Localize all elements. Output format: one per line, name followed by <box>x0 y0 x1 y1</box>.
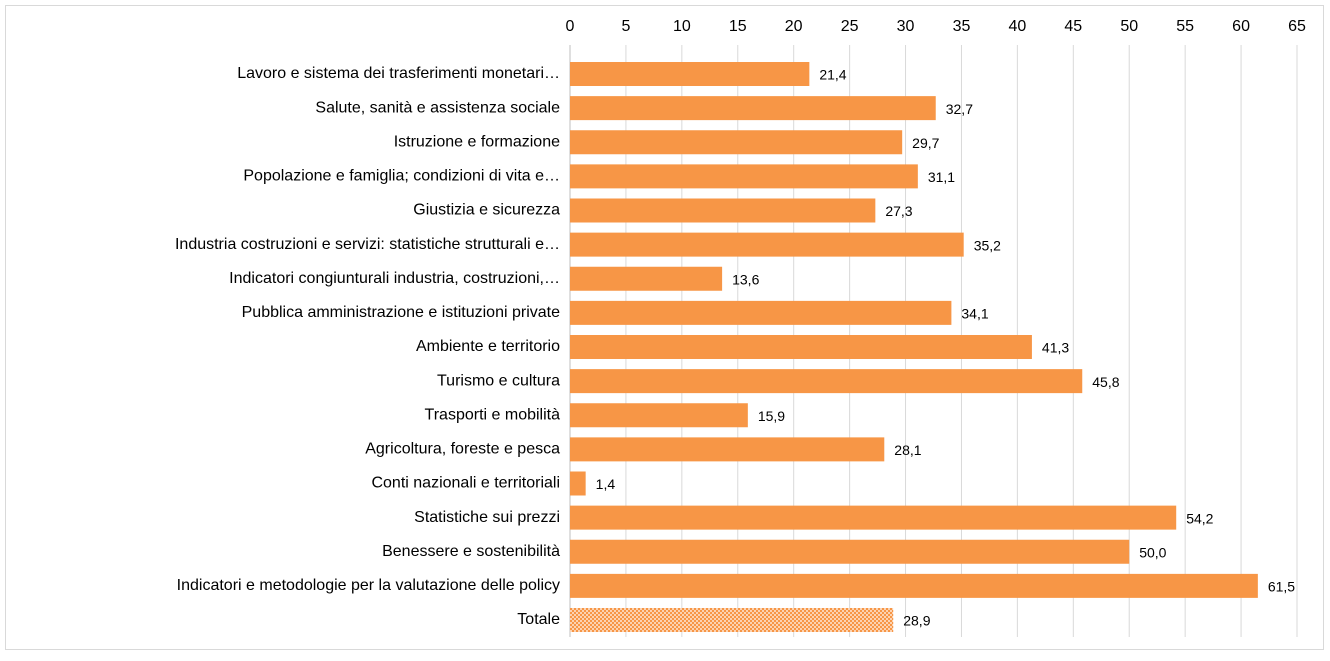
bar <box>570 403 748 428</box>
value-label: 28,9 <box>903 613 930 629</box>
value-label: 31,1 <box>928 169 955 185</box>
x-tick-label: 40 <box>1008 18 1026 35</box>
bar <box>570 300 952 325</box>
x-tick-label: 25 <box>841 18 859 35</box>
value-label: 1,4 <box>596 476 616 492</box>
y-tick-label: Giustizia e sicurezza <box>413 202 560 219</box>
x-tick-label: 55 <box>1176 18 1194 35</box>
x-tick-label: 45 <box>1064 18 1082 35</box>
bar <box>570 369 1083 394</box>
x-tick-label: 35 <box>953 18 971 35</box>
value-label: 50,0 <box>1139 544 1166 560</box>
x-tick-label: 65 <box>1288 18 1306 35</box>
y-tick-label: Trasporti e mobilità <box>425 406 561 423</box>
y-tick-label: Turismo e cultura <box>437 372 560 389</box>
y-tick-label: Indicatori congiunturali industria, cost… <box>229 270 560 287</box>
value-label: 34,1 <box>961 306 988 322</box>
y-tick-label: Agricoltura, foreste e pesca <box>365 441 560 458</box>
y-tick-label: Indicatori e metodologie per la valutazi… <box>177 577 560 594</box>
bar <box>570 573 1258 598</box>
y-tick-label: Istruzione e formazione <box>394 133 560 150</box>
bar <box>570 437 885 462</box>
value-label: 15,9 <box>758 408 785 424</box>
x-tick-label: 0 <box>566 18 575 35</box>
bar <box>570 539 1130 564</box>
x-tick-label: 30 <box>897 18 915 35</box>
bar <box>570 198 876 223</box>
value-label: 41,3 <box>1042 340 1069 356</box>
value-label: 29,7 <box>912 135 939 151</box>
y-tick-label: Benessere e sostenibilità <box>382 543 560 560</box>
value-label: 61,5 <box>1268 579 1295 595</box>
value-label: 35,2 <box>974 237 1001 253</box>
y-tick-label: Conti nazionali e territoriali <box>371 475 560 492</box>
x-tick-label: 60 <box>1232 18 1250 35</box>
x-tick-label: 15 <box>729 18 747 35</box>
value-label: 21,4 <box>819 67 846 83</box>
y-tick-label: Salute, sanità e assistenza sociale <box>315 99 560 116</box>
value-label: 27,3 <box>885 203 912 219</box>
x-tick-label: 5 <box>621 18 630 35</box>
y-tick-label: Industria costruzioni e servizi: statist… <box>175 236 560 253</box>
x-tick-label: 20 <box>785 18 803 35</box>
y-tick-label: Totale <box>517 611 560 628</box>
bar <box>570 335 1032 359</box>
value-label: 45,8 <box>1092 374 1119 390</box>
y-tick-label: Pubblica amministrazione e istituzioni p… <box>242 304 560 321</box>
bar <box>570 266 723 291</box>
x-tick-label: 10 <box>673 18 691 35</box>
y-tick-label: Statistiche sui prezzi <box>414 509 560 526</box>
bar <box>570 608 894 632</box>
bar <box>570 62 810 86</box>
bar <box>570 96 936 121</box>
y-tick-label: Popolazione e famiglia; condizioni di vi… <box>243 168 560 185</box>
bar <box>570 130 903 155</box>
y-tick-label: Ambiente e territorio <box>416 338 560 355</box>
bar <box>570 164 918 189</box>
value-label: 32,7 <box>946 101 973 117</box>
y-tick-label: Lavoro e sistema dei trasferimenti monet… <box>237 65 560 82</box>
bar <box>570 505 1177 530</box>
x-tick-label: 50 <box>1120 18 1138 35</box>
bar <box>570 232 964 257</box>
value-label: 28,1 <box>894 442 921 458</box>
value-label: 13,6 <box>732 271 759 287</box>
bar <box>570 471 586 496</box>
value-label: 54,2 <box>1186 510 1213 526</box>
